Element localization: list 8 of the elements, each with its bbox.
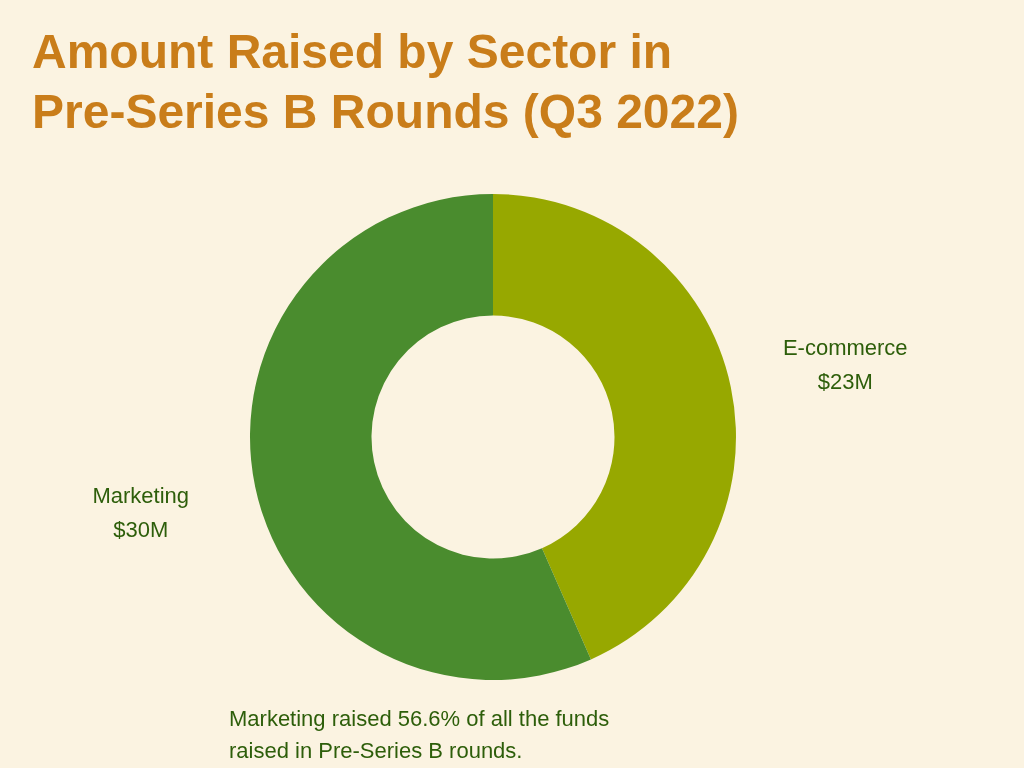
donut-slice bbox=[493, 194, 736, 660]
data-label: $23M bbox=[817, 368, 873, 394]
data-label: $30M bbox=[113, 517, 169, 543]
slice-label: E-commerce bbox=[782, 334, 908, 360]
donut-slice bbox=[250, 194, 591, 680]
chart-title: Amount Raised by Sector in Pre-Series B Rounds (Q3 2022) bbox=[32, 25, 739, 138]
slice-label: Marketing bbox=[92, 483, 190, 509]
text: Marketing raised 56.6% of all the funds raised in Pre-Series B rounds. bbox=[229, 706, 610, 763]
